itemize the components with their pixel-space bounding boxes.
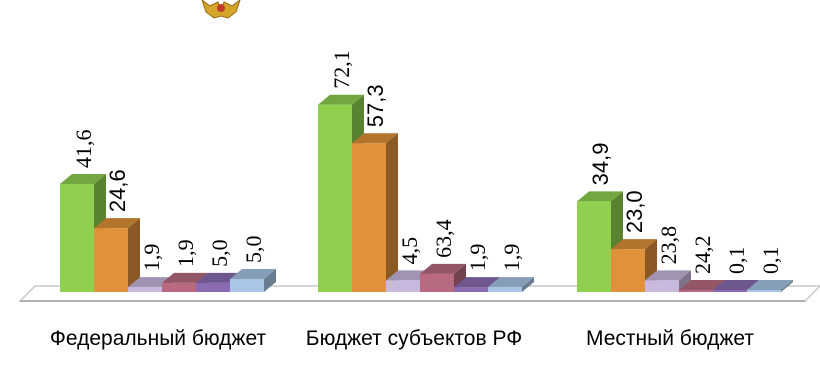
data-label: 24,6 [105,169,130,212]
data-label: 1,9 [139,244,164,272]
data-label: 23,0 [622,190,647,233]
bar-top [454,277,500,288]
data-label: 72,1 [329,50,354,89]
bar-front [352,143,386,292]
data-label: 1,9 [499,244,524,272]
coat-of-arms-icon [188,0,254,22]
bar-side [128,218,140,292]
bar-top [420,263,466,274]
bar-top [352,133,398,144]
data-label: 23,8 [656,226,681,265]
bar-top [747,280,793,290]
bar-front [577,201,611,292]
bar-front [386,280,420,292]
bar-front [713,290,747,292]
bar-front [128,287,162,292]
bar-front [679,290,713,292]
bar-side [781,280,793,292]
data-label: 24,2 [690,236,715,275]
bar-side [522,277,534,292]
bar-front [488,287,522,292]
bar-top [318,94,364,105]
bar-top [60,173,106,184]
bar-top [162,272,208,283]
data-label: 0,1 [758,247,783,275]
bar-top [577,191,623,202]
bar [230,269,276,292]
bar-front [230,279,264,292]
bar-top [488,277,534,288]
bar-top [713,280,759,290]
bar-top [94,218,140,229]
bar-front [454,287,488,292]
bar-top [611,239,657,250]
bar [352,133,398,292]
data-label: 57,3 [363,84,388,127]
bar-front [162,282,196,292]
category-label: Местный бюджет [586,327,754,350]
data-label: 41,6 [71,129,96,168]
category-label: Федеральный бюджет [49,327,267,350]
bar-front [318,104,352,292]
bar [94,218,140,292]
bar [488,277,534,292]
bar [747,280,793,292]
bar-top [230,269,276,280]
data-label: 1,9 [173,239,198,267]
data-label: 34,9 [588,143,613,186]
bar-series [60,94,793,292]
bar-front [94,228,128,292]
data-labels: 41,6 24,6 1,9 1,9 5,0 5,0 72,1 57,3 4,5 63,4 1,9 1,… [71,50,783,274]
bar-side [386,133,398,292]
data-label: 0,1 [724,247,749,275]
bar-front [60,183,94,292]
data-label: 4,5 [397,237,422,265]
category-label: Бюджет субъектов РФ [305,327,523,350]
bar-top [679,280,725,290]
bar-front [420,273,454,292]
bar-front [747,290,781,292]
bar [645,270,691,292]
bar-front [611,249,645,292]
bar-side [679,270,691,292]
bar-top [645,270,691,281]
bar-side [264,269,276,292]
data-label: 63,4 [431,219,456,258]
data-label: 5,0 [207,239,232,267]
data-label: 5,0 [241,236,266,264]
bar-front [196,282,230,292]
data-label: 1,9 [465,244,490,272]
bar-front [645,280,679,292]
